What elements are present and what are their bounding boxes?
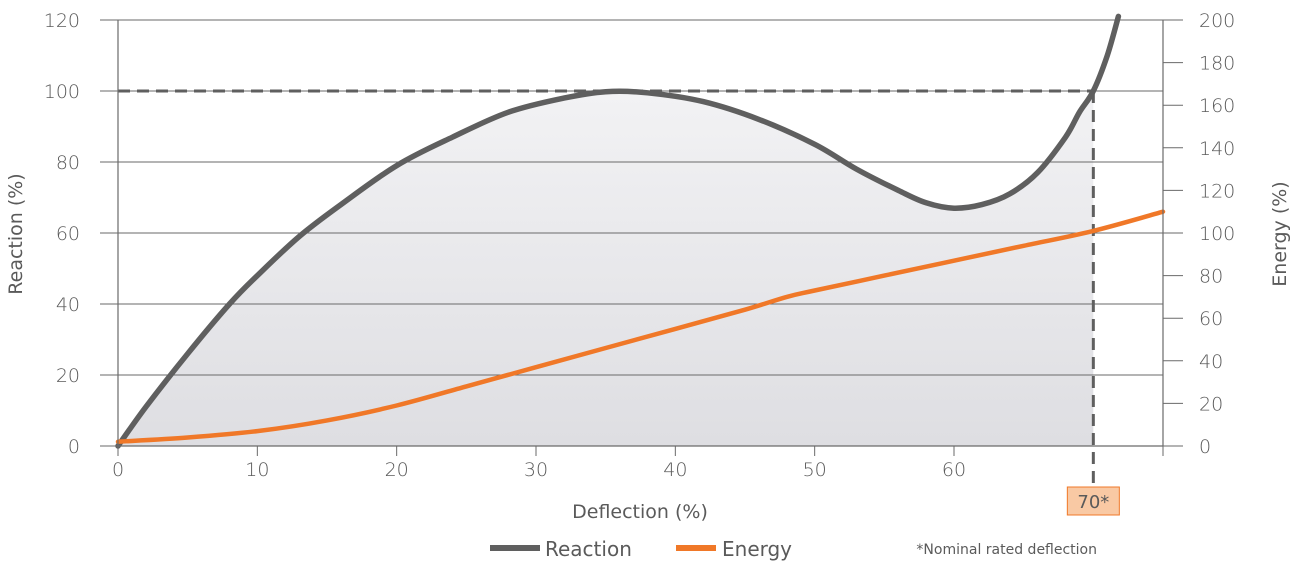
- axis-layer: 0204060801001200204060801001201401601802…: [44, 10, 1236, 481]
- legend: Reaction Energy: [490, 537, 792, 561]
- x-tick-label-40: 40: [663, 459, 687, 481]
- x-tick-label-60: 60: [942, 459, 966, 481]
- legend-label-energy: Energy: [722, 537, 792, 561]
- footnote: *Nominal rated deflection: [916, 542, 1097, 558]
- series-layer: [115, 13, 1166, 449]
- y2-tick-label-180: 180: [1199, 53, 1235, 75]
- x-tick-label-0: 0: [112, 459, 124, 481]
- x-tick-label-30: 30: [524, 459, 548, 481]
- energy-line: [115, 209, 1166, 444]
- y-tick-label-40: 40: [56, 294, 80, 316]
- y2-tick-label-40: 40: [1199, 351, 1223, 373]
- x-tick-label-20: 20: [385, 459, 409, 481]
- x-tick-label-50: 50: [803, 459, 827, 481]
- x-axis-title: Deflection (%): [572, 501, 708, 523]
- y-tick-label-100: 100: [44, 81, 80, 103]
- x-tick-label-10: 10: [245, 459, 269, 481]
- reference-layer: [118, 89, 1095, 486]
- y-tick-label-0: 0: [68, 436, 80, 458]
- area-layer: [118, 91, 1094, 446]
- y-tick-label-80: 80: [56, 152, 80, 174]
- y2-tick-label-100: 100: [1199, 223, 1235, 245]
- y2-tick-label-120: 120: [1199, 180, 1235, 202]
- y-tick-label-120: 120: [44, 10, 80, 32]
- marker-label: 70*: [1077, 492, 1109, 513]
- y2-tick-label-200: 200: [1199, 10, 1235, 32]
- reaction-area-fill: [118, 91, 1094, 446]
- legend-label-reaction: Reaction: [545, 537, 632, 561]
- y2-tick-label-20: 20: [1199, 393, 1223, 415]
- y2-axis-title: Energy (%): [1269, 181, 1291, 286]
- y2-tick-label-160: 160: [1199, 95, 1235, 117]
- marker-rect: [1066, 486, 1120, 516]
- reaction-line: [115, 13, 1122, 449]
- y2-tick-label-60: 60: [1199, 308, 1223, 330]
- y-tick-label-20: 20: [56, 365, 80, 387]
- y-axis-title: Reaction (%): [5, 173, 27, 294]
- y2-tick-label-140: 140: [1199, 138, 1235, 160]
- y2-tick-label-0: 0: [1199, 436, 1211, 458]
- y2-tick-label-80: 80: [1199, 266, 1223, 288]
- marker-box: 70*: [1066, 486, 1120, 516]
- y-tick-label-60: 60: [56, 223, 80, 245]
